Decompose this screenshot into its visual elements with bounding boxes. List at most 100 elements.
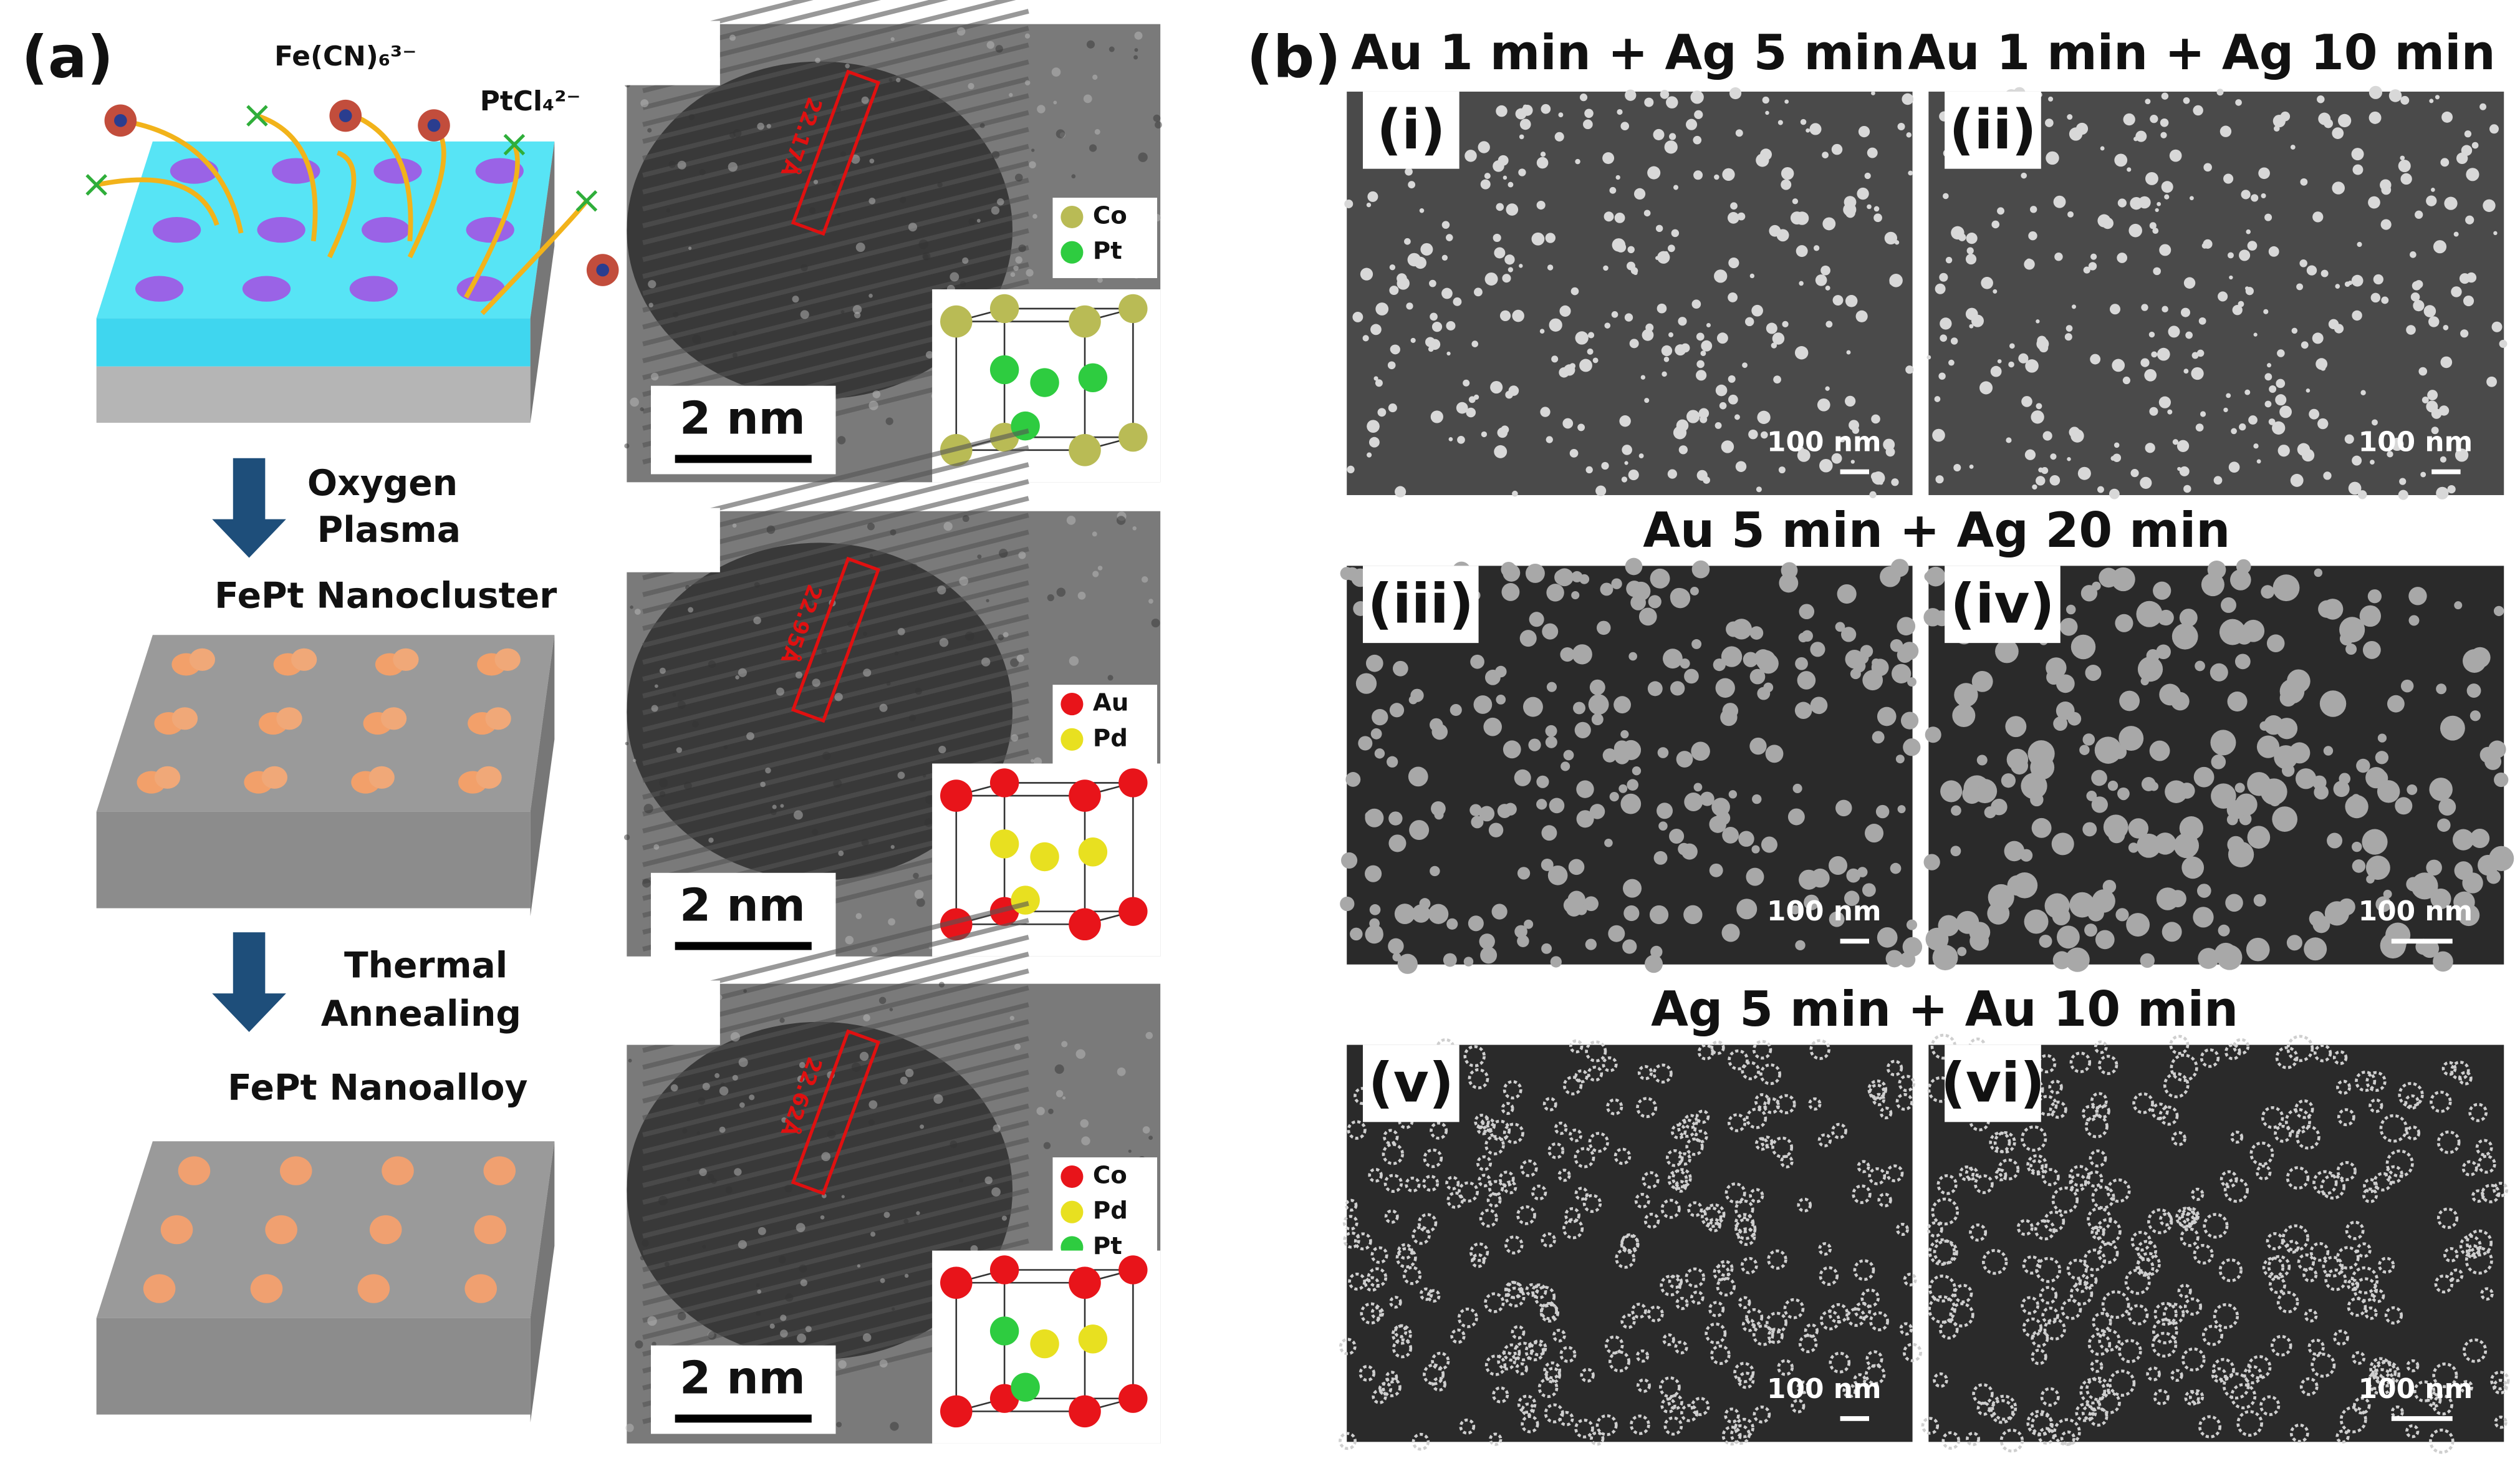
sem-ring: [2367, 1372, 2385, 1391]
sem-ring: [1749, 1188, 1764, 1203]
atom: [1118, 294, 1148, 324]
sem-particle: [2156, 887, 2180, 910]
sem-particle: [2429, 99, 2434, 104]
sem-particle: [2135, 130, 2147, 142]
sem-particle: [1564, 364, 1575, 376]
sem-ring: [2480, 1287, 2494, 1301]
atom: [1069, 305, 1101, 338]
sem-ring: [1339, 1432, 1357, 1450]
legend-label: Pd: [1093, 1197, 1128, 1225]
sem-particle: [2337, 113, 2352, 128]
sem-particle: [1728, 394, 1738, 405]
sem-ring: [1879, 1106, 1893, 1120]
sem-particle: [2286, 669, 2311, 693]
atom: [1118, 1255, 1148, 1285]
sem-ring: [2068, 1165, 2091, 1187]
tem-noise: [650, 372, 659, 381]
sem-ring: [2223, 1177, 2249, 1203]
sem-ring: [1899, 1322, 1913, 1336]
tem-noise: [1009, 1016, 1014, 1021]
sem-particle: [1392, 952, 1402, 962]
tem-noise: [950, 1140, 958, 1149]
tem-noise: [890, 37, 895, 41]
sem-particle: [1352, 311, 1363, 322]
sem-particle: [2493, 231, 2498, 236]
sem-particle: [1669, 133, 1676, 140]
sem-particle: [2228, 461, 2240, 473]
sem-ring: [1348, 1272, 1367, 1291]
sem-particle: [2112, 359, 2125, 372]
tem-noise: [800, 1279, 807, 1286]
sem-ring: [1342, 1215, 1359, 1231]
sem-particle: [2130, 469, 2139, 478]
sem-particle: [1367, 420, 1380, 433]
atom: [940, 779, 973, 812]
tem-noise: [915, 687, 922, 695]
sem-particle: [2011, 757, 2029, 775]
tem-noise: [778, 1256, 786, 1264]
tem-noise: [647, 128, 652, 133]
sem-particle: [2009, 343, 2015, 349]
tem-noise: [648, 302, 653, 307]
lattice-fringe: [642, 580, 1029, 682]
sem-particle: [1622, 445, 1632, 455]
sem-particle: [2021, 172, 2027, 179]
tem-noise: [1015, 256, 1022, 264]
sem-particle: [1857, 187, 1869, 200]
sem-particle: [1700, 350, 1706, 356]
sem-particle: [1579, 574, 1590, 584]
tem-noise: [997, 198, 1004, 206]
sem-particle: [2290, 473, 2304, 487]
tem-noise: [1014, 173, 1023, 182]
sem-particle: [1845, 395, 1856, 407]
lattice-fringe: [642, 1036, 1029, 1137]
sem-particle: [2018, 353, 2029, 364]
sem-particle: [2239, 249, 2251, 261]
sem-particle: [1514, 769, 1531, 786]
sem-particle: [2091, 769, 2107, 786]
panel-label: (b): [1247, 23, 1341, 90]
sem-particle: [1394, 904, 1415, 925]
sem-ring: [1426, 1289, 1441, 1303]
sem-particle: [1666, 96, 1678, 109]
tem-noise: [956, 27, 966, 36]
sem-ring: [2091, 1185, 2115, 1210]
sem-particle: [1900, 711, 1919, 730]
sem-ring: [2097, 1242, 2119, 1265]
sem-particle: [1657, 747, 1669, 758]
tem-noise: [821, 649, 827, 655]
lattice-fringe: [642, 177, 1029, 279]
sem-ring: [1966, 1432, 1981, 1447]
lattice-fringe: [642, 262, 1029, 364]
legend-label: Au: [1093, 689, 1128, 717]
ion-icon: [427, 118, 441, 132]
sem-ring: [1662, 1333, 1675, 1346]
sem-particle: [1522, 697, 1543, 717]
tem-noise: [677, 1311, 686, 1321]
sem-particle: [1664, 140, 1678, 154]
sem-particle: [2031, 410, 2044, 424]
sem-particle: [1496, 695, 1506, 705]
sem-ring: [1479, 1208, 1498, 1228]
sem-ring: [2083, 1248, 2107, 1271]
sem-particle: [2400, 679, 2414, 693]
tem-noise: [765, 767, 771, 774]
tem-noise: [1047, 594, 1054, 602]
sem-particle: [1350, 927, 1363, 941]
sem-particle: [1792, 198, 1799, 205]
ion-arrow: [327, 150, 357, 259]
sem-particle: [2090, 253, 2097, 260]
scale-bar-label: 100 nm: [1767, 895, 1882, 927]
tem-noise: [981, 657, 991, 667]
sem-particle: [1885, 950, 1903, 968]
sem-particle: [2141, 304, 2148, 311]
sem-particle: [1749, 626, 1764, 640]
sem-particle: [2253, 894, 2266, 907]
sem-ring: [1520, 1159, 1538, 1177]
sem-ring: [2249, 1141, 2274, 1166]
tem-noise: [1116, 516, 1126, 525]
atom: [1069, 1395, 1101, 1428]
sem-particle: [1591, 713, 1604, 726]
sem-particle: [1856, 651, 1869, 664]
label-box: [1362, 566, 1479, 644]
